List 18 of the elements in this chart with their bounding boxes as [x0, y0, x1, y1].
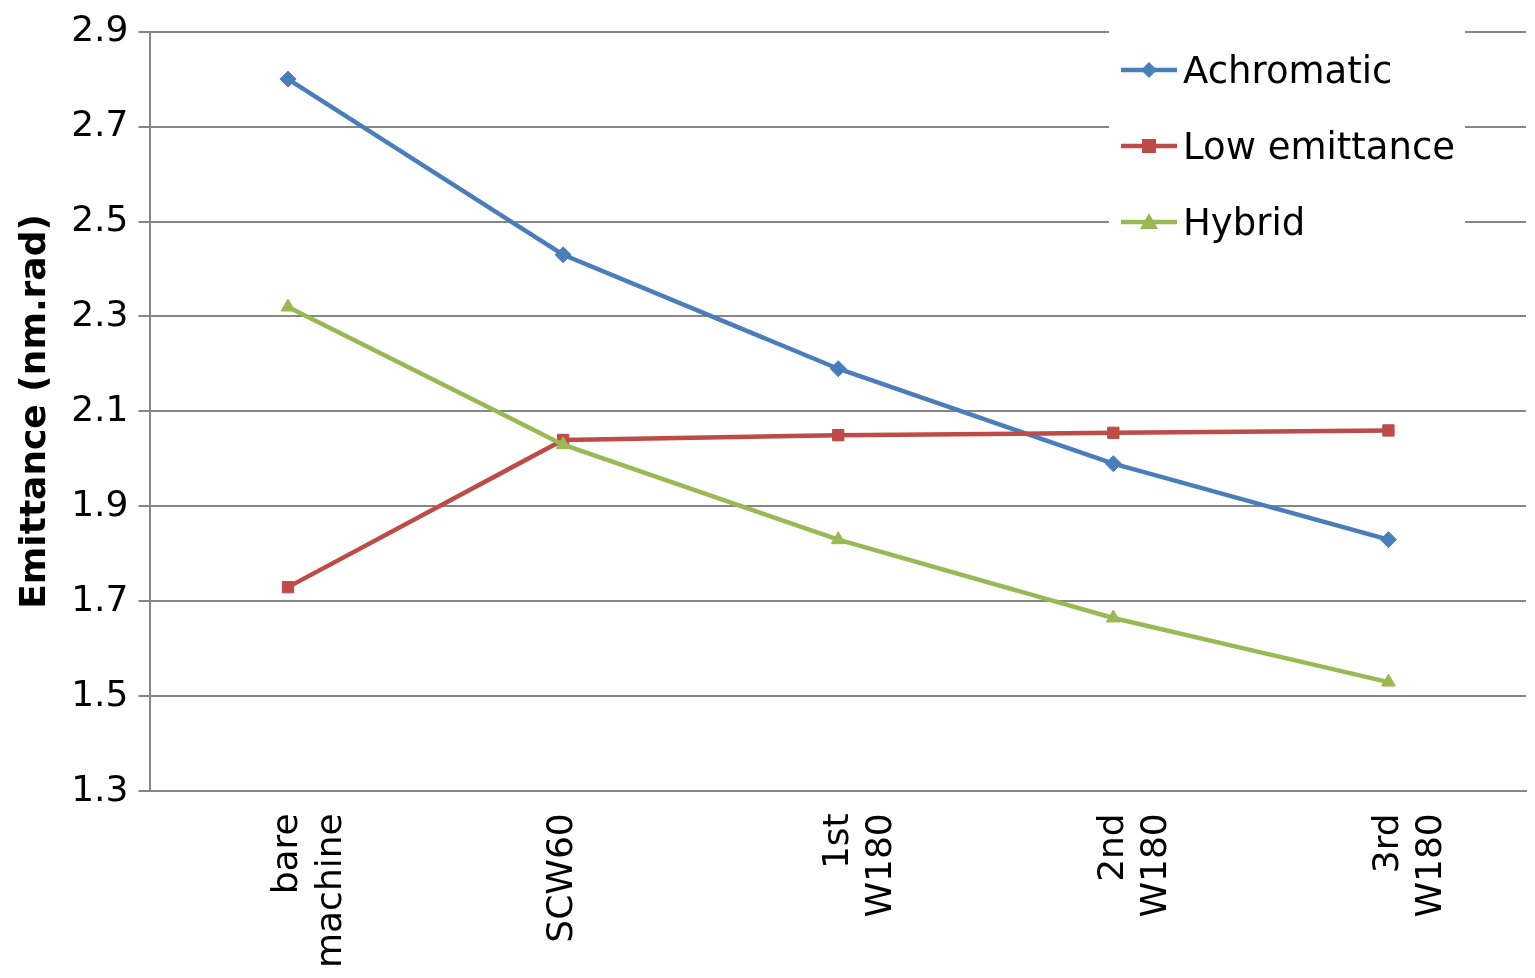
x-tick-label: bare machine: [264, 813, 349, 969]
y-tick-label: 2.9: [71, 7, 129, 49]
y-tick-label: 1.7: [71, 577, 129, 619]
y-tick-label: 2.1: [71, 387, 129, 429]
x-tick-label: 2nd W180: [1089, 813, 1174, 918]
y-axis-title: Emittance (nm.rad): [11, 214, 53, 609]
y-tick-label: 1.5: [71, 672, 129, 714]
y-tick-label: 1.3: [71, 767, 129, 809]
y-tick-label: 1.9: [71, 482, 129, 524]
y-tick-label: 2.7: [71, 102, 129, 144]
x-tick-label: 1st W180: [814, 813, 899, 918]
legend-label: Achromatic: [1183, 48, 1393, 92]
y-tick-label: 2.5: [71, 197, 129, 239]
x-tick-label: 3rd W180: [1364, 813, 1449, 918]
y-tick-label: 2.3: [71, 292, 129, 334]
legend-label: Hybrid: [1183, 200, 1306, 244]
legend-label: Low emittance: [1183, 124, 1455, 168]
x-tick-label: SCW60: [539, 813, 581, 943]
